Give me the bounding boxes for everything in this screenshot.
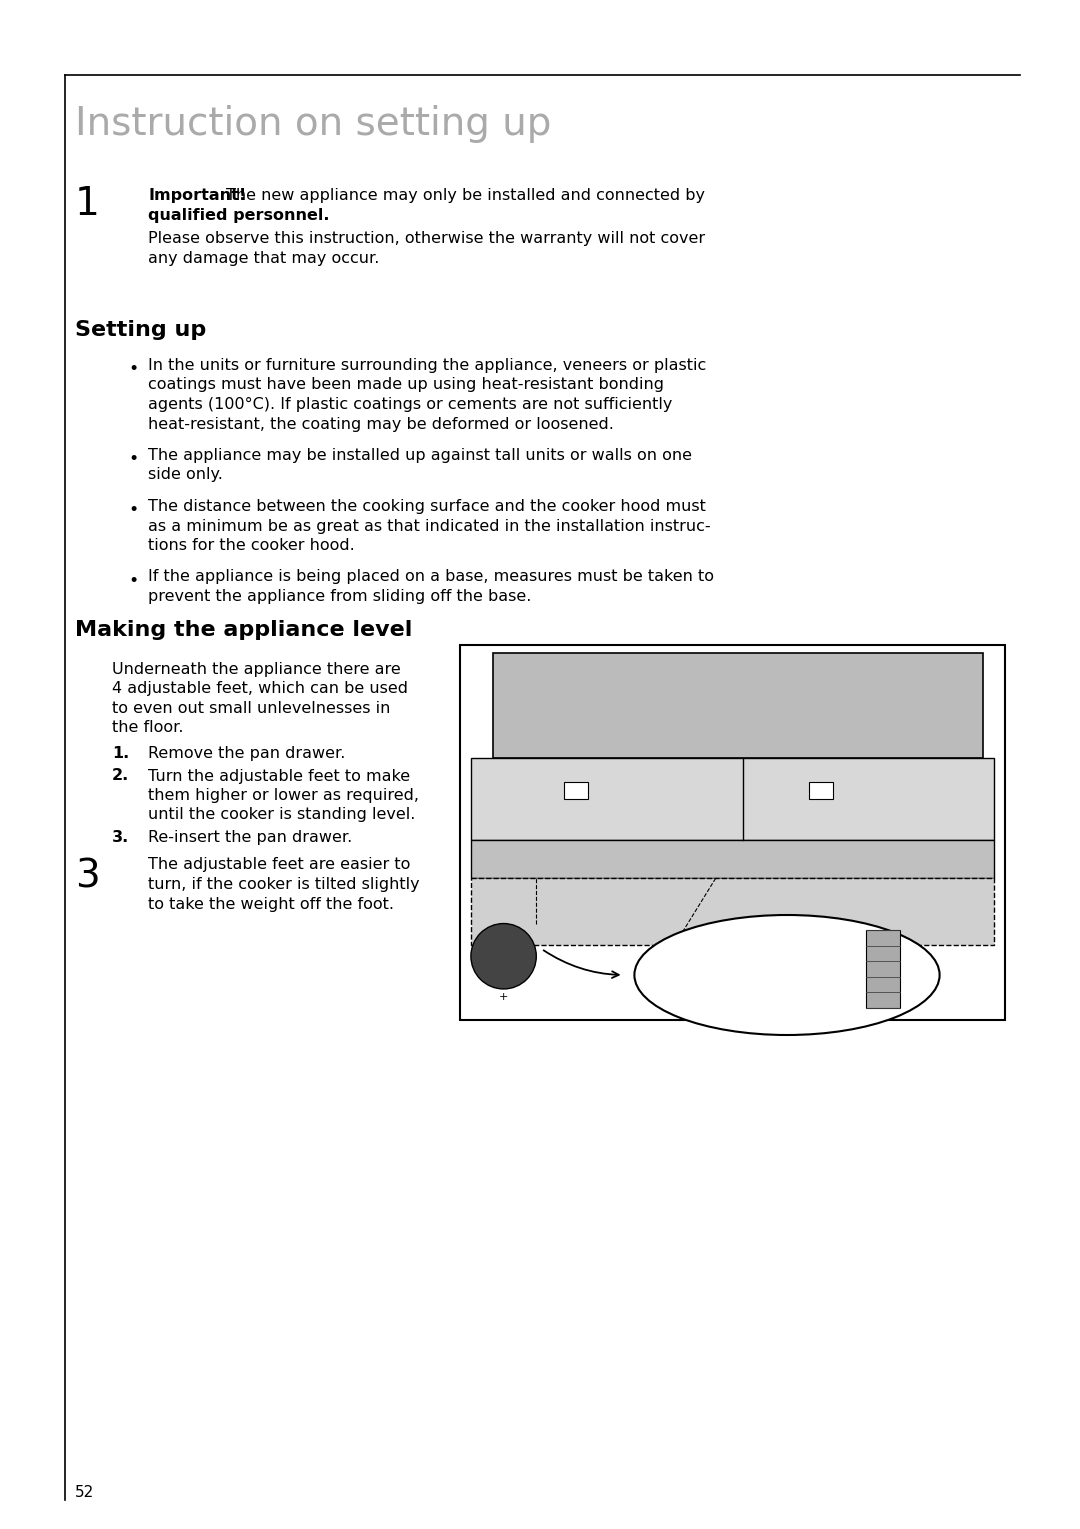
Text: until the cooker is standing level.: until the cooker is standing level. (148, 807, 416, 823)
Text: tions for the cooker hood.: tions for the cooker hood. (148, 538, 354, 553)
Text: the floor.: the floor. (112, 720, 184, 735)
Text: agents (100°C). If plastic coatings or cements are not sufficiently: agents (100°C). If plastic coatings or c… (148, 398, 673, 411)
Text: turn, if the cooker is tilted slightly: turn, if the cooker is tilted slightly (148, 878, 420, 891)
Bar (492, 653, 983, 757)
Text: 4 adjustable feet, which can be used: 4 adjustable feet, which can be used (112, 682, 408, 697)
Text: any damage that may occur.: any damage that may occur. (148, 251, 379, 266)
Text: Setting up: Setting up (75, 320, 206, 339)
Text: Remove the pan drawer.: Remove the pan drawer. (148, 746, 346, 761)
Text: 2.: 2. (112, 769, 130, 783)
Text: 3.: 3. (112, 830, 130, 846)
Bar (866, 930, 900, 1008)
Text: Making the appliance level: Making the appliance level (75, 619, 413, 641)
Text: 1: 1 (75, 185, 99, 223)
Text: If the appliance is being placed on a base, measures must be taken to: If the appliance is being placed on a ba… (148, 569, 714, 584)
Bar (564, 783, 589, 800)
Text: side only.: side only. (148, 468, 222, 483)
Ellipse shape (634, 914, 940, 1035)
Circle shape (471, 924, 537, 989)
Text: qualified personnel.: qualified personnel. (148, 208, 329, 223)
Text: Instruction on setting up: Instruction on setting up (75, 106, 552, 144)
Text: prevent the appliance from sliding off the base.: prevent the appliance from sliding off t… (148, 589, 531, 604)
Text: Re-insert the pan drawer.: Re-insert the pan drawer. (148, 830, 352, 846)
Text: The new appliance may only be installed and connected by: The new appliance may only be installed … (226, 188, 705, 203)
Text: Turn the adjustable feet to make: Turn the adjustable feet to make (148, 769, 410, 783)
Text: heat-resistant, the coating may be deformed or loosened.: heat-resistant, the coating may be defor… (148, 416, 613, 431)
Text: In the units or furniture surrounding the appliance, veneers or plastic: In the units or furniture surrounding th… (148, 358, 706, 373)
Bar (471, 757, 994, 839)
Text: Underneath the appliance there are: Underneath the appliance there are (112, 662, 401, 677)
Text: •: • (129, 502, 138, 518)
Text: coatings must have been made up using heat-resistant bonding: coatings must have been made up using he… (148, 378, 664, 393)
Text: The distance between the cooking surface and the cooker hood must: The distance between the cooking surface… (148, 498, 706, 514)
Text: Please observe this instruction, otherwise the warranty will not cover: Please observe this instruction, otherwi… (148, 231, 705, 246)
Bar (460, 645, 1005, 1020)
Text: •: • (129, 572, 138, 590)
Bar (471, 839, 994, 878)
Text: Important!: Important! (148, 188, 246, 203)
Text: to take the weight off the foot.: to take the weight off the foot. (148, 896, 394, 911)
Text: •: • (129, 359, 138, 378)
Text: 1.: 1. (112, 746, 130, 761)
Bar (809, 783, 834, 800)
Text: to even out small unlevelnesses in: to even out small unlevelnesses in (112, 700, 390, 716)
Text: +: + (499, 992, 509, 1001)
Text: 52: 52 (75, 1485, 94, 1500)
Text: 3: 3 (75, 858, 99, 896)
Text: The appliance may be installed up against tall units or walls on one: The appliance may be installed up agains… (148, 448, 692, 463)
Text: The adjustable feet are easier to: The adjustable feet are easier to (148, 858, 410, 873)
Text: them higher or lower as required,: them higher or lower as required, (148, 787, 419, 803)
Text: as a minimum be as great as that indicated in the installation instruc-: as a minimum be as great as that indicat… (148, 518, 711, 534)
Text: •: • (129, 450, 138, 468)
Bar (471, 878, 994, 945)
